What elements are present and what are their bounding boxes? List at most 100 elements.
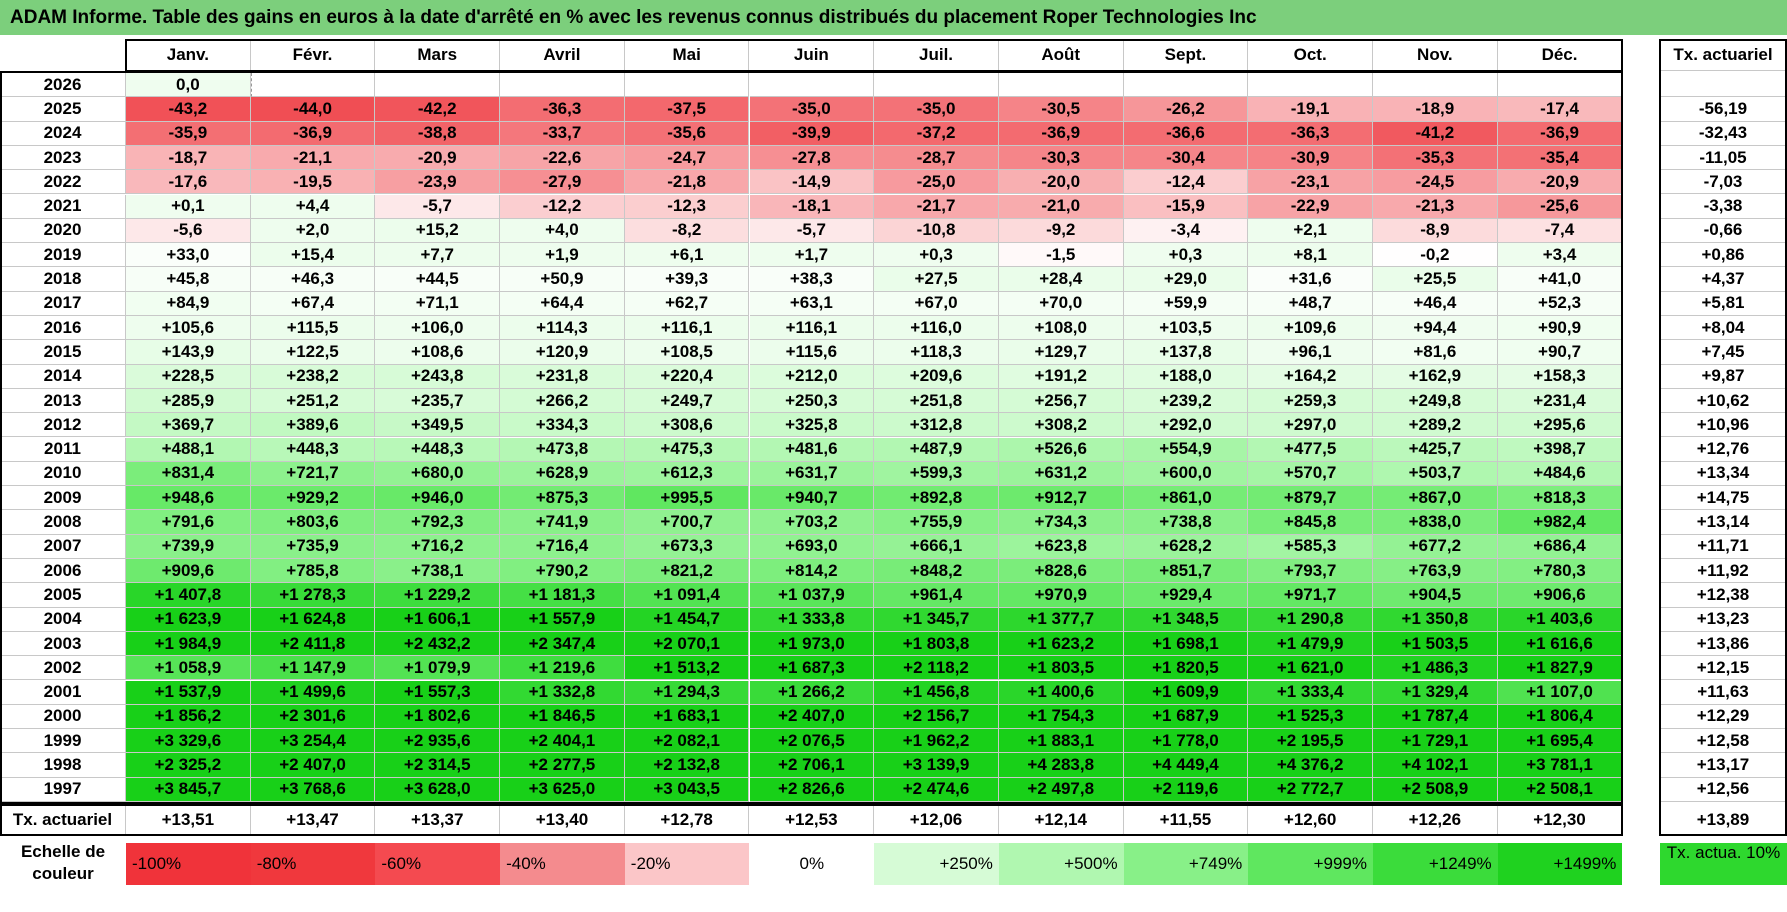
table-cell: +1 984,9 [126,631,251,657]
table-cell: +475,3 [624,437,750,462]
legend-swatch: +1499% [1497,843,1623,885]
table-cell [375,73,501,98]
table-cell: -1,5 [998,243,1124,268]
table-cell: +295,6 [1497,413,1623,438]
table-cell: +108,6 [375,340,501,365]
table-cell: +2 325,2 [126,753,251,778]
table-cell: +1 557,9 [500,607,625,632]
table-cell: +1 403,6 [1497,607,1623,632]
year-label: 2013 [0,388,126,414]
table-cell: +1 621,0 [1248,656,1373,681]
year-label: 1997 [0,777,126,802]
table-cell: -27,9 [500,170,625,195]
table-cell: +1 329,4 [1373,680,1498,705]
table-cell: +228,5 [126,364,251,389]
table-cell: +238,2 [250,364,376,389]
table-cell: +3 139,9 [874,753,999,778]
table-cell: +879,7 [1248,486,1373,511]
table-cell: +108,5 [624,340,750,365]
table-cell: +81,6 [1373,340,1498,365]
footer-rate-cell: +12,53 [749,805,875,835]
table-cell: +503,7 [1373,461,1498,487]
year-label: 2005 [0,583,126,608]
table-cell: -30,5 [998,97,1124,122]
table-cell: +780,3 [1497,559,1623,584]
table-cell: +7,7 [375,243,501,268]
table-cell: +2 407,0 [250,753,376,778]
table-cell: +628,2 [1123,534,1249,559]
footer-rate-cell: +12,78 [624,805,750,835]
table-cell: +46,3 [250,267,376,292]
table-cell: +115,5 [250,316,376,341]
table-cell: +735,9 [250,534,376,559]
table-cell: +45,8 [126,267,251,292]
table-cell: +164,2 [1248,364,1373,389]
table-cell: +1 687,3 [749,656,875,681]
table-cell: +1 557,3 [375,680,501,705]
year-label: 2022 [0,170,126,195]
table-cell: -21,0 [998,194,1124,219]
table-cell: -25,0 [874,170,999,195]
table-cell: -36,3 [500,97,625,122]
rate-cell: -7,03 [1660,170,1787,195]
table-cell: -5,7 [749,218,875,244]
table-cell: -27,8 [749,145,875,171]
table-cell: +398,7 [1497,437,1623,462]
table-cell: +738,8 [1123,510,1249,535]
table-cell: -20,9 [1497,170,1623,195]
year-label: 2019 [0,243,126,268]
table-cell: +96,1 [1248,340,1373,365]
table-cell [1248,73,1373,98]
table-cell: -25,6 [1497,194,1623,219]
column-header: Déc. [1497,40,1623,71]
table-cell: +631,7 [749,461,875,487]
table-cell: +1 278,3 [250,583,376,608]
table-cell: +1 962,2 [874,729,999,754]
table-cell: +867,0 [1373,486,1498,511]
table-cell: -30,9 [1248,145,1373,171]
table-cell: +1 407,8 [126,583,251,608]
rate-cell: +13,23 [1660,607,1787,632]
table-cell: +1 820,5 [1123,656,1249,681]
table-cell: +3 254,4 [250,729,376,754]
rate-cell: +13,17 [1660,753,1787,778]
legend-rate-swatch: Tx. actua. 10% [1660,843,1787,885]
table-cell: +1 973,0 [749,631,875,657]
rate-cell: -0,66 [1660,218,1787,244]
table-cell: +2 497,8 [998,777,1124,802]
table-cell: +1 058,9 [126,656,251,681]
rate-cell: +12,29 [1660,704,1787,730]
table-cell: +39,3 [624,267,750,292]
table-cell: +716,4 [500,534,625,559]
table-cell: +116,1 [624,316,750,341]
rate-cell: +12,15 [1660,656,1787,681]
table-cell: +2,0 [250,218,376,244]
rate-cell: +5,81 [1660,291,1787,316]
table-cell: +90,7 [1497,340,1623,365]
table-cell: -19,5 [250,170,376,195]
footer-rate-cell: +13,51 [126,805,251,835]
table-cell: +249,7 [624,388,750,414]
year-label: 2007 [0,534,126,559]
table-cell: +488,1 [126,437,251,462]
table-cell: +3 329,6 [126,729,251,754]
table-cell: +1 624,8 [250,607,376,632]
table-cell: +1 229,2 [375,583,501,608]
legend-swatch: +250% [874,843,999,885]
table-cell: +62,7 [624,291,750,316]
rate-cell: +12,38 [1660,583,1787,608]
rate-cell: +11,71 [1660,534,1787,559]
table-cell: +473,8 [500,437,625,462]
table-cell: +2 772,7 [1248,777,1373,802]
table-cell: +285,9 [126,388,251,414]
column-header: Sept. [1123,40,1249,71]
table-cell: +3 628,0 [375,777,501,802]
table-cell: -30,3 [998,145,1124,171]
table-cell [749,73,875,98]
table-cell [998,73,1124,98]
table-cell: +4 283,8 [998,753,1124,778]
table-cell: -18,9 [1373,97,1498,122]
table-cell: +0,3 [874,243,999,268]
column-header: Févr. [250,40,376,71]
table-cell: -21,3 [1373,194,1498,219]
